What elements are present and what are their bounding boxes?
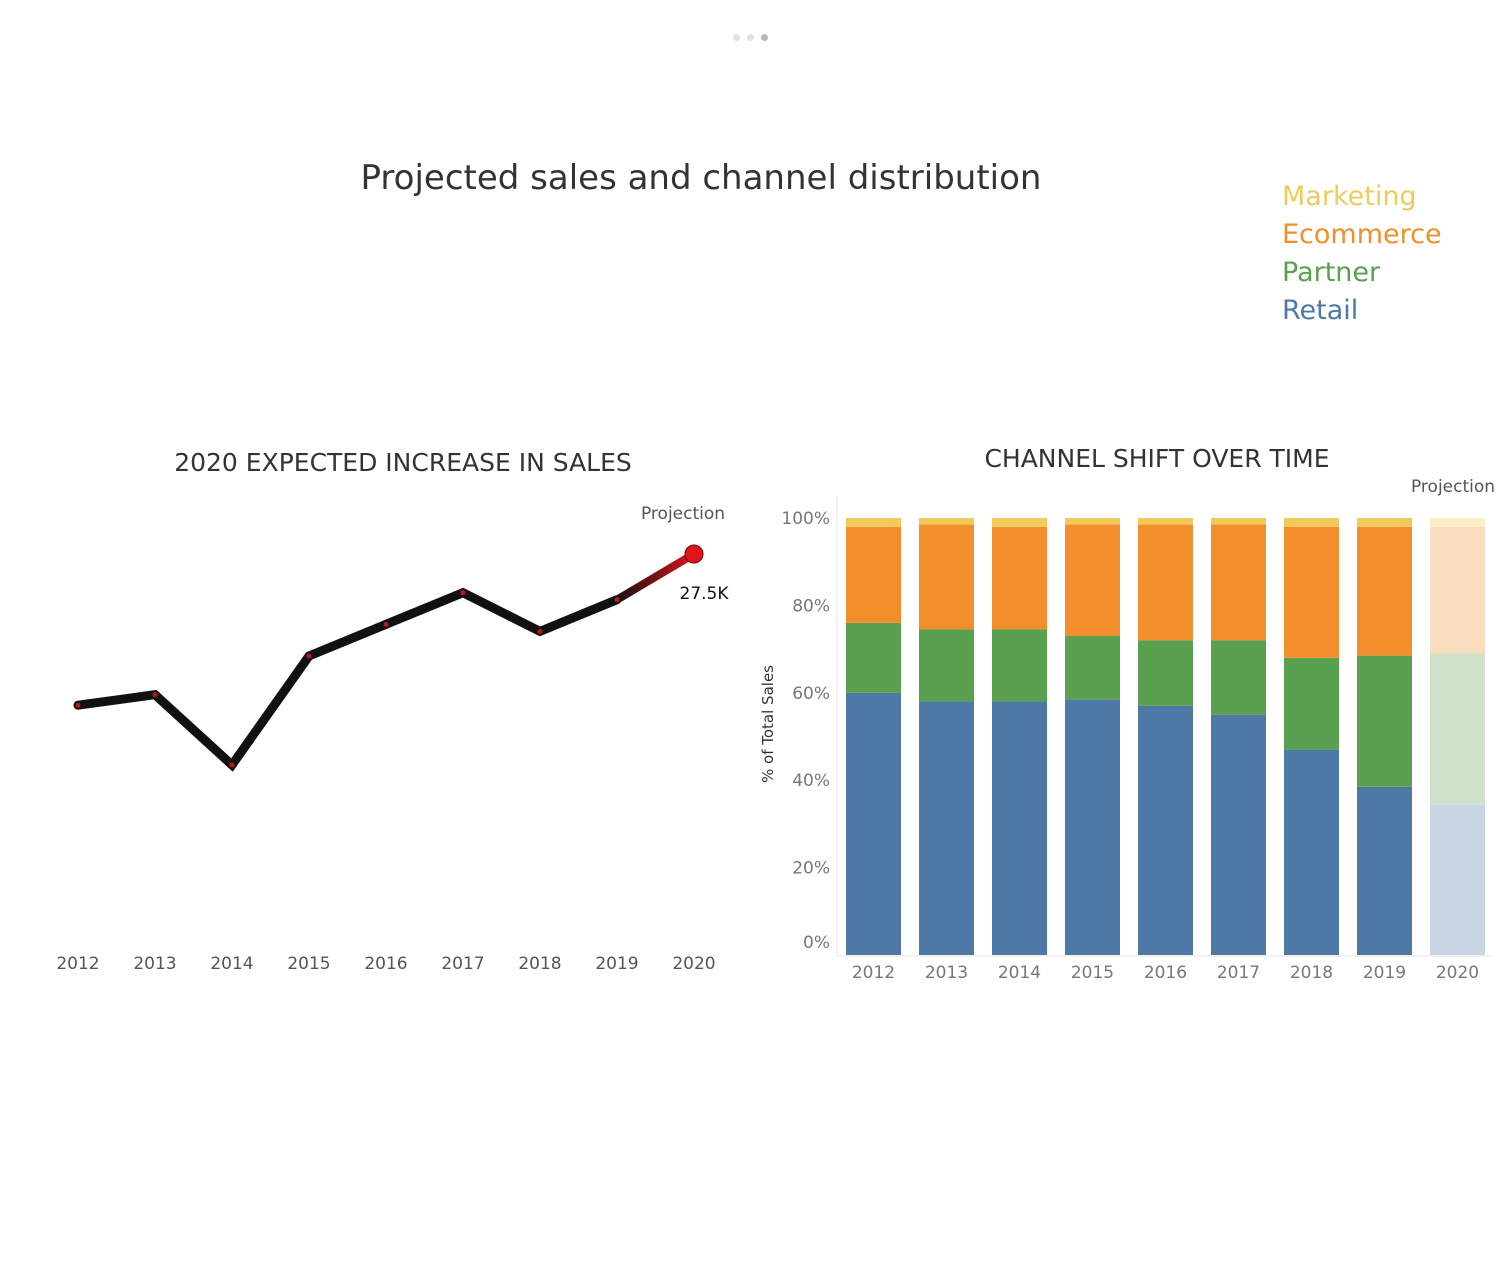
bar-x-tick: 2018 [1290, 963, 1333, 983]
sales-line-chart: 2020 EXPECTED INCREASE IN SALES Projecti… [56, 448, 730, 974]
bar-x-tick: 2015 [1071, 963, 1114, 983]
line-x-tick: 2016 [364, 954, 407, 974]
bar-segment-retail [1430, 804, 1485, 955]
bar-segment-retail [919, 701, 974, 955]
bar-segment-ecommerce [1138, 524, 1193, 641]
channel-legend[interactable]: Marketing Ecommerce Partner Retail [1282, 178, 1442, 330]
bar-segment-marketing [846, 518, 901, 527]
bar-segment-partner [1065, 635, 1120, 700]
bar-segment-ecommerce [1211, 524, 1266, 641]
bar-segment-partner [919, 629, 974, 702]
bar-segment-retail [846, 692, 901, 955]
bar-segment-ecommerce [1430, 526, 1485, 654]
bar-segment-ecommerce [992, 526, 1047, 630]
page-dot[interactable] [733, 34, 740, 41]
bar-segment-marketing [992, 518, 1047, 527]
bar-segment-retail [1357, 786, 1412, 955]
bar-segment-partner [1211, 640, 1266, 715]
bar-y-tick: 80% [792, 596, 830, 616]
bar-segment-partner [1284, 657, 1339, 750]
bar-segment-ecommerce [1357, 526, 1412, 656]
line-projection-label: Projection [641, 504, 725, 524]
legend-item-retail[interactable]: Retail [1282, 295, 1359, 326]
bar-segment-ecommerce [1284, 526, 1339, 658]
bar-x-tick: 2012 [852, 963, 895, 983]
line-point [152, 692, 158, 698]
line-x-tick: 2015 [287, 954, 330, 974]
line-x-tick: 2014 [210, 954, 253, 974]
bar-projection-label: Projection [1411, 477, 1495, 497]
page-indicator[interactable] [733, 34, 768, 41]
bar-segment-partner [992, 629, 1047, 702]
bar-x-tick: 2016 [1144, 963, 1187, 983]
bar-y-tick: 0% [803, 933, 830, 953]
bar-segment-marketing [1138, 518, 1193, 525]
bar-segment-partner [1138, 640, 1193, 706]
projection-value-label: 27.5K [680, 584, 730, 604]
bar-segment-retail [1211, 714, 1266, 955]
bar-y-tick: 100% [781, 509, 830, 529]
line-x-tick: 2018 [518, 954, 561, 974]
line-point [383, 621, 389, 627]
legend-item-partner[interactable]: Partner [1282, 257, 1381, 288]
bar-segment-ecommerce [846, 526, 901, 623]
bar-x-tick: 2019 [1363, 963, 1406, 983]
line-x-tick: 2020 [672, 954, 715, 974]
bar-y-tick: 40% [792, 771, 830, 791]
line-point [306, 653, 312, 659]
line-point [460, 590, 466, 596]
line-x-tick: 2019 [595, 954, 638, 974]
bar-segment-marketing [919, 518, 974, 525]
line-point [614, 597, 620, 603]
bar-x-tick: 2013 [925, 963, 968, 983]
bar-segment-ecommerce [1065, 524, 1120, 636]
page-dot[interactable] [747, 34, 754, 41]
bar-segment-marketing [1211, 518, 1266, 525]
line-point [229, 762, 235, 768]
projection-point [684, 544, 704, 564]
sales-line [73, 587, 622, 772]
projection-line [613, 550, 698, 604]
bar-y-axis-label: % of Total Sales [759, 665, 777, 783]
line-chart-title: 2020 EXPECTED INCREASE IN SALES [174, 448, 632, 477]
page-dot-active[interactable] [761, 34, 768, 41]
line-point [537, 628, 543, 634]
bar-segment-retail [992, 701, 1047, 955]
bar-segment-partner [1357, 655, 1412, 787]
bar-x-tick: 2014 [998, 963, 1041, 983]
bar-chart-title: CHANNEL SHIFT OVER TIME [984, 444, 1329, 473]
legend-item-marketing[interactable]: Marketing [1282, 181, 1417, 212]
line-point [75, 702, 81, 708]
bar-y-tick: 60% [792, 684, 830, 704]
bar-segment-partner [1430, 653, 1485, 805]
bar-x-tick: 2017 [1217, 963, 1260, 983]
bar-x-tick: 2020 [1436, 963, 1479, 983]
bar-segment-marketing [1357, 518, 1412, 527]
bar-y-tick: 20% [792, 859, 830, 879]
bar-segment-retail [1138, 705, 1193, 955]
line-x-tick: 2017 [441, 954, 484, 974]
bar-segment-partner [846, 622, 901, 693]
bar-segment-marketing [1284, 518, 1339, 527]
bar-segment-retail [1284, 749, 1339, 955]
legend-item-ecommerce[interactable]: Ecommerce [1282, 219, 1442, 250]
bar-segment-retail [1065, 699, 1120, 955]
bar-segment-marketing [1430, 518, 1485, 527]
line-x-tick: 2013 [133, 954, 176, 974]
bar-segment-ecommerce [919, 524, 974, 630]
bar-segment-marketing [1065, 518, 1120, 525]
line-x-tick: 2012 [56, 954, 99, 974]
dashboard-title: Projected sales and channel distribution [360, 158, 1042, 198]
